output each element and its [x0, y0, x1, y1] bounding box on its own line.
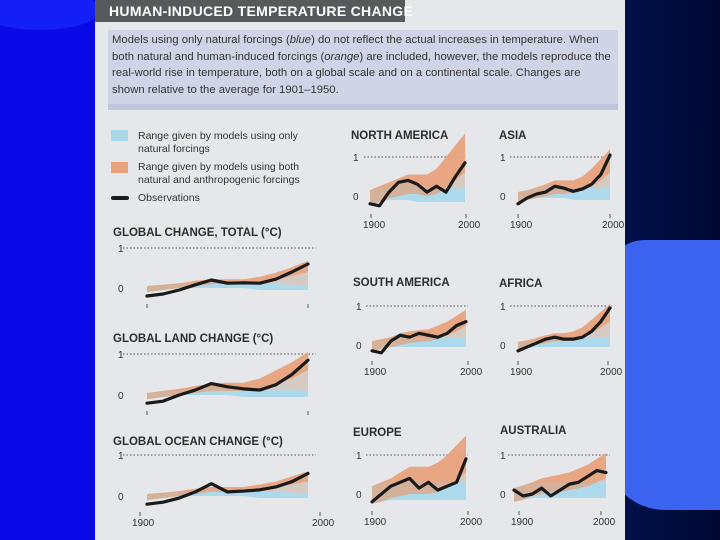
north-america-xlabel-0: 1900 — [363, 220, 386, 231]
global-change-total-c-ytick-0: 0 — [118, 284, 124, 295]
africa-title: AFRICA — [499, 278, 542, 290]
legend-swatch-1 — [111, 130, 128, 141]
intro-text: Models using only natural forcings (blue… — [108, 30, 618, 100]
south-america-ytick-1: 1 — [356, 302, 362, 313]
australia-xlabel-0: 1900 — [511, 517, 534, 528]
global-ocean-change-c-title: GLOBAL OCEAN CHANGE (°C) — [113, 436, 283, 448]
europe-ytick-0: 0 — [356, 490, 362, 501]
south-america-overlap-band — [372, 325, 466, 351]
africa-anthropogenic-band — [518, 304, 610, 349]
north-america-xlabel-1: 2000 — [458, 220, 481, 231]
legend-label-2: natural and anthropogenic forcings — [138, 174, 300, 186]
global-ocean-change-c-ytick-0: 0 — [118, 492, 124, 503]
legend-label-3: Observations — [138, 192, 200, 204]
north-america-overlap-band — [370, 172, 465, 204]
europe-xlabel-0: 1900 — [364, 517, 387, 528]
legend-label-2: Range given by models using both — [138, 161, 299, 173]
australia-ytick-1: 1 — [500, 451, 506, 462]
global-ocean-change-c-xlabel-1: 2000 — [312, 518, 335, 529]
europe-title: EUROPE — [353, 427, 402, 439]
australia-title: AUSTRALIA — [500, 425, 566, 437]
intro-part-3: ) are included, however, the models repr… — [112, 50, 611, 96]
asia-observations-line — [516, 153, 612, 206]
global-land-change-c-ytick-1: 1 — [118, 350, 124, 361]
global-land-change-c-observations-line — [145, 358, 310, 405]
figure-intro: Models using only natural forcings (blue… — [108, 30, 618, 110]
asia-xlabel-1: 2000 — [602, 220, 625, 231]
global-change-total-c-ytick-1: 1 — [118, 244, 124, 255]
figure-title: HUMAN-INDUCED TEMPERATURE CHANGE — [109, 3, 414, 19]
north-america-title: NORTH AMERICA — [351, 130, 448, 142]
africa-xlabel-1: 2000 — [600, 367, 623, 378]
slide-left-panel — [0, 0, 95, 540]
asia-ytick-0: 0 — [500, 192, 506, 203]
asia-title: ASIA — [499, 130, 526, 142]
south-america-ytick-0: 0 — [356, 341, 362, 352]
africa-ytick-0: 0 — [500, 341, 506, 352]
australia-observations-line — [512, 469, 608, 498]
global-change-total-c-observations-line — [145, 262, 310, 298]
asia-ytick-1: 1 — [500, 153, 506, 164]
legend-swatch-2 — [111, 162, 128, 173]
south-america-xlabel-0: 1900 — [364, 367, 387, 378]
africa-observations-line — [516, 306, 612, 353]
south-america-title: SOUTH AMERICA — [353, 277, 450, 289]
global-ocean-change-c-xlabel-0: 1900 — [132, 518, 155, 529]
australia-xlabel-1: 2000 — [593, 517, 616, 528]
south-america-observations-line — [370, 320, 468, 355]
figure-banner: HUMAN-INDUCED TEMPERATURE CHANGE — [95, 0, 413, 22]
south-america-xlabel-1: 2000 — [460, 367, 483, 378]
global-ocean-change-c-ytick-1: 1 — [118, 451, 124, 462]
europe-observations-line — [370, 457, 468, 504]
europe-xlabel-1: 2000 — [460, 517, 483, 528]
legend-swatch-3 — [111, 196, 129, 200]
north-america-ytick-1: 1 — [353, 153, 359, 164]
intro-orange-word: orange — [324, 50, 360, 63]
north-america-observations-line — [368, 161, 467, 208]
intro-part-1: Models using only natural forcings ( — [112, 34, 290, 46]
global-change-total-c-title: GLOBAL CHANGE, TOTAL (°C) — [113, 227, 282, 239]
europe-ytick-1: 1 — [356, 451, 362, 462]
intro-blue-word: blue — [289, 34, 312, 46]
global-land-change-c-title: GLOBAL LAND CHANGE (°C) — [113, 333, 273, 345]
north-america-ytick-0: 0 — [353, 192, 359, 203]
global-land-change-c-ytick-0: 0 — [118, 391, 124, 402]
intro-rule — [108, 104, 618, 110]
asia-xlabel-0: 1900 — [510, 220, 533, 231]
legend-label-1: natural forcings — [138, 143, 210, 155]
africa-ytick-1: 1 — [500, 302, 506, 313]
australia-ytick-0: 0 — [500, 490, 506, 501]
africa-xlabel-0: 1900 — [510, 367, 533, 378]
global-ocean-change-c-observations-line — [145, 471, 310, 506]
intro-part-2: ) do not reflect the actual increases in… — [112, 34, 599, 63]
legend-label-1: Range given by models using only — [138, 130, 299, 142]
